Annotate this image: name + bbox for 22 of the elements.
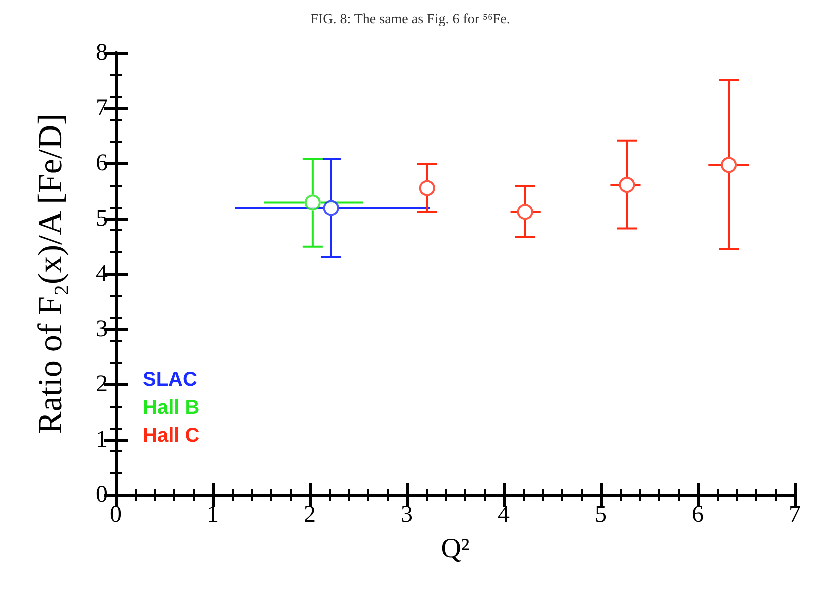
- x-tick-label: 6: [692, 502, 704, 528]
- y-tick-label: 2: [96, 372, 108, 398]
- x-axis-title: Q²: [441, 534, 470, 564]
- point: [721, 157, 738, 174]
- x-tick-label: 3: [401, 502, 413, 528]
- x-tick-label: 5: [595, 502, 607, 528]
- y-tick-label: 1: [96, 426, 108, 453]
- point: [419, 180, 436, 196]
- text: Hall C: [143, 425, 200, 447]
- point: [619, 177, 636, 194]
- x-tick-label: 4: [498, 502, 510, 528]
- point: [323, 200, 340, 216]
- x-tick-label: 1: [207, 502, 219, 528]
- point: [517, 204, 534, 220]
- point: [304, 194, 321, 211]
- text: SLAC: [143, 369, 198, 391]
- x-tick-label: 2: [304, 502, 316, 528]
- x-tick-label: 7: [789, 502, 801, 528]
- chart-title: FIG. 8: The same as Fig. 6 for ⁵⁶Fe.: [310, 12, 510, 28]
- y-axis-title: Ratio of F₂(x)/A [Fe/D]: [32, 114, 70, 434]
- text: Hall B: [143, 397, 200, 419]
- y-tick-label: 7: [96, 95, 108, 122]
